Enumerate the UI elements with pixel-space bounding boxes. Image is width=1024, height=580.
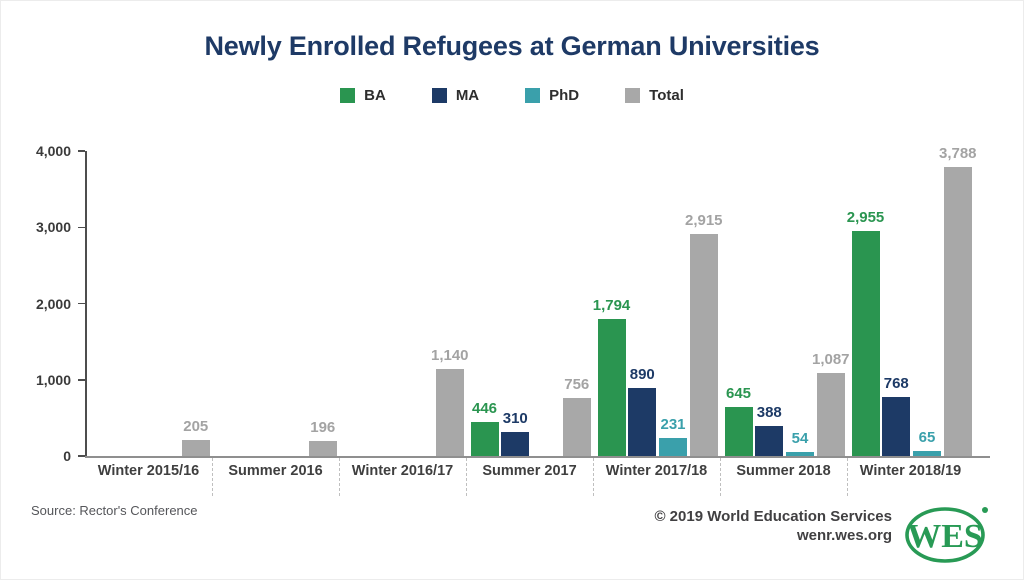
wes-logo: WES	[905, 507, 988, 563]
bar-value-label-total-1: 205	[183, 418, 209, 436]
legend-item-ba: BA	[340, 87, 386, 104]
legend-swatch-ma-icon	[431, 88, 447, 103]
bar-value-label-ba-5: 1,794	[592, 297, 631, 315]
bar-ma-4	[501, 432, 530, 456]
group-divider	[720, 458, 721, 496]
bar-phd-7	[913, 451, 941, 456]
bar-value-label-total-2: 196	[310, 419, 336, 437]
bar-phd-6	[786, 451, 814, 456]
bar-value-label-total-3: 1,140	[430, 347, 469, 365]
legend-label-phd: PhD	[549, 87, 580, 104]
legend-swatch-ba-icon	[340, 88, 356, 103]
bar-total-3	[435, 369, 464, 456]
bar-total-7	[943, 167, 972, 456]
legend-swatch-total-icon	[625, 88, 641, 103]
group-divider	[339, 458, 340, 496]
bar-value-label-ma-4: 310	[502, 410, 528, 428]
y-axis-tick-label: 0	[63, 448, 71, 464]
credit-block: © 2019 World Education Services wenr.wes…	[654, 507, 892, 545]
copyright-text: © 2019 World Education Services	[654, 508, 892, 525]
website-text: wenr.wes.org	[796, 527, 892, 544]
bar-ma-5	[628, 388, 657, 456]
bar-value-label-total-6: 1,087	[811, 351, 850, 369]
chart-legend: BA MA PhD Total	[1, 87, 1023, 104]
bar-value-label-total-4: 756	[564, 376, 590, 394]
bar-value-label-ba-6: 645	[725, 384, 752, 402]
x-axis-category-label: Winter 2018/19	[859, 463, 962, 479]
bar-ma-7	[882, 397, 911, 456]
group-divider	[593, 458, 594, 496]
bar-value-label-phd-6: 54	[791, 429, 809, 447]
bar-total-1	[181, 440, 210, 456]
bar-value-label-total-7: 3,788	[938, 145, 977, 163]
bar-value-label-ba-4: 446	[471, 400, 498, 417]
y-axis-tick-label: 1,000	[35, 371, 71, 388]
bar-value-label-ma-7: 768	[883, 375, 909, 393]
x-axis-category-label: Winter 2015/16	[97, 463, 200, 479]
y-axis-tick	[78, 302, 85, 305]
bar-ba-4	[470, 422, 499, 456]
legend-item-total: Total	[625, 87, 684, 104]
legend-swatch-phd-icon	[525, 88, 541, 103]
x-axis-category-label: Summer 2016	[228, 463, 323, 479]
bar-chart-plot-area: 0 1,000 2,000 3,000 4,000 Winter 2015/16 205 Su…	[36, 143, 990, 496]
legend-item-ma: MA	[431, 87, 480, 104]
y-axis-tick	[78, 379, 85, 381]
y-axis-tick-label: 4,000	[35, 143, 71, 159]
bar-value-label-ma-5: 890	[629, 366, 655, 384]
y-axis-tick-label: 2,000	[35, 295, 71, 312]
bar-value-label-phd-7: 65	[918, 429, 936, 447]
y-axis-tick	[78, 226, 85, 228]
bar-ba-7	[851, 230, 880, 456]
legend-label-ba: BA	[364, 87, 386, 104]
bar-ba-5	[597, 319, 626, 456]
legend-item-phd: PhD	[525, 87, 579, 104]
bar-ma-6	[755, 426, 784, 456]
y-axis-tick	[78, 455, 85, 457]
bar-total-4	[562, 398, 591, 456]
wes-logo-text: WES	[907, 518, 983, 555]
group-divider	[847, 458, 848, 496]
chart-title: Newly Enrolled Refugees at German Univer…	[204, 31, 820, 61]
bar-total-5	[689, 233, 718, 456]
x-axis-category-label: Winter 2017/18	[605, 463, 708, 479]
bar-ba-6	[724, 406, 753, 456]
y-axis-tick-label: 3,000	[35, 219, 71, 236]
y-axis-line	[85, 151, 87, 457]
bar-value-label-ma-6: 388	[756, 404, 782, 422]
x-axis-category-label: Summer 2018	[736, 463, 831, 479]
bar-phd-5	[659, 438, 687, 456]
bar-value-label-phd-5: 231	[660, 416, 686, 434]
bar-total-2	[308, 441, 337, 456]
group-divider	[212, 458, 213, 496]
bar-total-6	[816, 373, 845, 456]
x-axis-category-label: Winter 2016/17	[351, 463, 454, 479]
source-note: Source: Rector's Conference	[31, 503, 198, 518]
bar-value-label-ba-7: 2,955	[846, 208, 885, 226]
legend-label-total: Total	[649, 87, 684, 104]
x-axis-line	[85, 456, 990, 458]
x-axis-category-label: Summer 2017	[482, 463, 577, 479]
legend-label-ma: MA	[455, 87, 480, 104]
group-divider	[466, 458, 467, 496]
y-axis-tick	[78, 150, 85, 152]
bar-value-label-total-5: 2,915	[684, 211, 723, 229]
